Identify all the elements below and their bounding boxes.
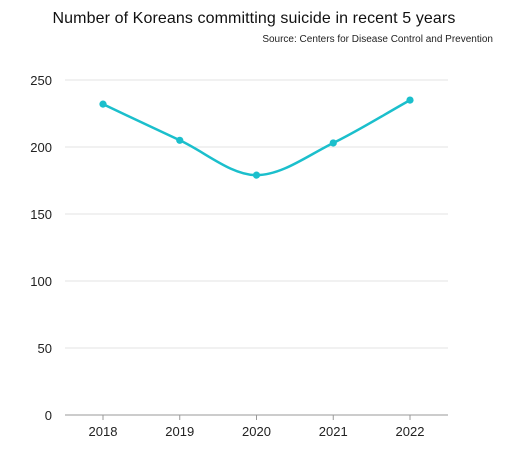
x-tick-label-2019: 2019 xyxy=(165,424,194,439)
y-tick-label-100: 100 xyxy=(30,274,52,289)
data-point-2018 xyxy=(99,100,107,108)
data-point-2020 xyxy=(252,171,261,179)
x-tick-label-2020: 2020 xyxy=(242,424,271,439)
x-tick-label-2022: 2022 xyxy=(396,424,425,439)
x-tick-label-2021: 2021 xyxy=(319,424,348,439)
y-tick-label-0: 0 xyxy=(45,408,52,423)
chart-title: Number of Koreans committing suicide in … xyxy=(52,10,456,27)
y-tick-labels: 0 50 100 150 200 250 xyxy=(30,73,52,423)
y-tick-label-250: 250 xyxy=(30,73,52,88)
x-tick-label-2018: 2018 xyxy=(89,424,118,439)
chart-subtitle: Source: Centers for Disease Control and … xyxy=(262,34,493,45)
axes xyxy=(65,414,448,420)
data-point-2022 xyxy=(406,96,414,104)
y-tick-label-200: 200 xyxy=(30,140,52,155)
series-line xyxy=(101,98,412,177)
data-point-2019 xyxy=(176,136,184,144)
series-layer xyxy=(101,98,412,177)
data-point-2021 xyxy=(329,139,337,147)
x-tick-labels: 2018 2019 2020 2021 2022 xyxy=(89,424,425,439)
data-points xyxy=(99,96,414,179)
y-tick-label-50: 50 xyxy=(38,341,52,356)
y-tick-label-150: 150 xyxy=(30,207,52,222)
grid-lines xyxy=(65,79,448,349)
